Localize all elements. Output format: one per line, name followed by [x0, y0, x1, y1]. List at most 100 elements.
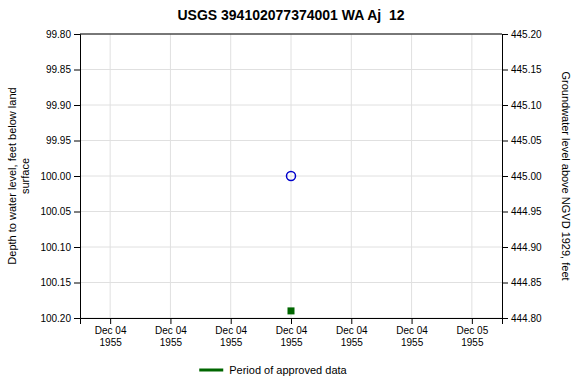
y-tick: 100.00	[40, 171, 80, 182]
x-tick-mark	[472, 318, 473, 324]
y2-tick-mark	[502, 283, 508, 284]
plot: 99.8099.8599.9099.95100.00100.05100.1010…	[40, 29, 542, 348]
grid-line-x	[110, 34, 111, 318]
point	[287, 172, 296, 181]
y-tick: 100.10	[40, 242, 80, 253]
y2-tick-mark	[502, 212, 508, 213]
x-tick-mark	[412, 318, 413, 324]
y-tick-mark	[74, 283, 80, 284]
x-tick: Dec 041955	[336, 318, 368, 348]
y-tick: 99.95	[46, 135, 80, 146]
x-tick-label-line: Dec 04	[396, 325, 428, 336]
y-tick-mark	[74, 212, 80, 213]
legend-item: Period of approved data	[199, 364, 347, 376]
y2-tick-mark	[502, 141, 508, 142]
x-tick-label-line: 1955	[401, 337, 424, 348]
y-axis-title-line: Depth to water level, feet below land	[6, 87, 18, 264]
frame-top	[80, 34, 502, 35]
marks	[287, 172, 296, 315]
y2-tick-label: 444.80	[511, 313, 542, 324]
y2-tick: 444.95	[502, 206, 542, 217]
grid-line-y	[80, 34, 502, 35]
x-tick-mark	[231, 318, 232, 324]
grid-line-x	[411, 34, 412, 318]
x-tick: Dec 041955	[396, 318, 428, 348]
grid-line-x	[230, 34, 231, 318]
x-tick-label-line: 1955	[220, 337, 243, 348]
x-tick-label: Dec 041955	[95, 325, 127, 348]
y2-tick-mark	[502, 70, 508, 71]
y-tick-mark	[74, 141, 80, 142]
x-tick-label-line: Dec 04	[276, 325, 308, 336]
y-tick-label: 100.00	[40, 171, 71, 182]
x-tick-label: Dec 041955	[336, 325, 368, 348]
x-tick: Dec 051955	[457, 318, 489, 348]
chart: 99.8099.8599.9099.95100.00100.05100.1010…	[0, 0, 576, 384]
grid	[80, 34, 502, 318]
y2-tick: 445.05	[502, 135, 542, 146]
y-axis: 99.8099.8599.9099.95100.00100.05100.1010…	[40, 29, 80, 324]
y-tick-mark	[74, 70, 80, 71]
y-tick: 99.80	[46, 29, 80, 40]
x-tick-label-line: Dec 05	[457, 325, 489, 336]
x-tick-mark	[351, 318, 352, 324]
x-tick-label-line: 1955	[280, 337, 303, 348]
y-tick: 100.15	[40, 277, 80, 288]
y2-tick-label: 445.15	[511, 64, 542, 75]
y2-tick-mark	[502, 176, 508, 177]
point	[288, 307, 295, 314]
x-tick-mark	[291, 318, 292, 324]
x-tick-label-line: 1955	[461, 337, 484, 348]
y2-axis-title: Groundwater level above NGVD 1929, feet	[560, 71, 572, 280]
x-tick-label-line: Dec 04	[336, 325, 368, 336]
y2-tick: 445.15	[502, 64, 542, 75]
x-tick-label: Dec 041955	[155, 325, 187, 348]
x-tick-mark	[110, 318, 111, 324]
x-tick: Dec 041955	[95, 318, 127, 348]
y-axis-title: Depth to water level, feet below landsur…	[6, 87, 31, 264]
y2-tick-label: 444.95	[511, 206, 542, 217]
y2-tick-mark	[502, 34, 508, 35]
x-tick: Dec 041955	[276, 318, 308, 348]
x-tick: Dec 041955	[155, 318, 187, 348]
legend-swatch	[199, 369, 223, 372]
x-tick-label: Dec 041955	[276, 325, 308, 348]
x-tick: Dec 041955	[215, 318, 247, 348]
y2-tick-label: 444.85	[511, 277, 542, 288]
x-tick-label-line: Dec 04	[215, 325, 247, 336]
y-tick-label: 99.85	[46, 64, 71, 75]
series	[288, 307, 295, 314]
x-tick-label-line: Dec 04	[95, 325, 127, 336]
y2-tick: 444.90	[502, 242, 542, 253]
y2-tick-mark	[502, 247, 508, 248]
y-tick-label: 100.20	[40, 313, 71, 324]
y2-axis: 445.20 445.15 445.10 445.05 445.00 444.95 444.…	[502, 29, 542, 324]
x-tick-label-line: 1955	[160, 337, 183, 348]
y2-tick-mark	[502, 105, 508, 106]
y2-tick: 445.00	[502, 171, 542, 182]
series	[287, 172, 296, 181]
title: USGS 394102077374001 WA Aj 12	[177, 7, 404, 23]
y-tick-mark	[74, 176, 80, 177]
y-tick-mark	[74, 318, 80, 319]
grid-line-x	[471, 34, 472, 318]
x-tick-label: Dec 041955	[215, 325, 247, 348]
y2-tick-label: 444.90	[511, 242, 542, 253]
legend-label: Period of approved data	[229, 364, 347, 376]
y2-axis-line	[503, 35, 509, 319]
y2-tick: 445.20	[502, 29, 542, 40]
y-tick-label: 100.10	[40, 242, 71, 253]
y-axis-line	[74, 35, 81, 319]
y-tick-mark	[74, 247, 80, 248]
x-tick-label: Dec 051955	[457, 325, 489, 348]
x-axis: Dec 041955Dec 041955Dec 041955Dec 041955…	[81, 318, 503, 348]
y-tick: 100.05	[40, 206, 80, 217]
y2-tick-label: 445.10	[511, 100, 542, 111]
x-tick-label: Dec 041955	[396, 325, 428, 348]
x-tick-mark	[170, 318, 171, 324]
y-tick-mark	[74, 34, 80, 35]
y2-tick: 444.80	[502, 313, 542, 324]
y-tick-label: 100.15	[40, 277, 71, 288]
legend: Period of approved data	[199, 364, 347, 376]
x-tick-label-line: Dec 04	[155, 325, 187, 336]
